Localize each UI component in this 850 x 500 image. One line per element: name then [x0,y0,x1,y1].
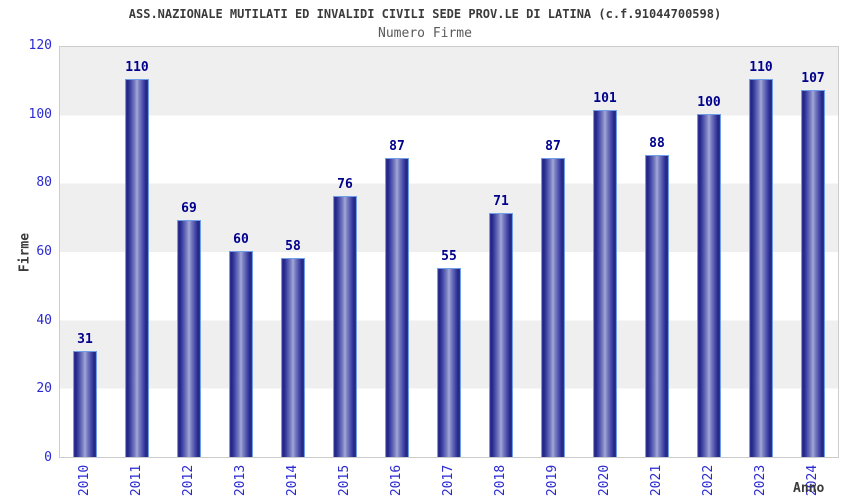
bar-value-label: 100 [697,95,721,110]
bar-value-label: 110 [749,60,773,75]
x-tick-label: 2017 [423,460,475,500]
y-tick-label: 60 [36,244,52,259]
x-tick-text: 2019 [545,464,561,496]
bar-value-label: 55 [441,249,457,264]
x-tick-label: 2015 [319,460,371,500]
x-tick-label: 2012 [163,460,215,500]
y-axis-title: Firme [17,232,33,273]
x-tick-text: 2011 [129,464,145,496]
x-tick-label: 2023 [735,460,787,500]
y-tick-label: 20 [36,381,52,397]
bar-2017 [437,268,461,457]
bar-2016 [385,158,409,457]
x-tick-label: 2019 [527,460,579,500]
x-tick-label: 2010 [59,460,111,500]
bar-2023 [749,79,773,457]
x-tick-label: 2016 [371,460,423,500]
bar-value-label: 87 [545,139,561,154]
bar-2021 [645,155,669,457]
x-tick-text: 2014 [285,464,301,496]
x-tick-label: 2013 [215,460,267,500]
bar-2014 [281,258,305,457]
bar-2013 [229,251,253,457]
bar-value-label: 76 [337,177,353,192]
y-tick-label: 80 [36,175,52,191]
x-tick-text: 2022 [701,464,717,496]
x-tick-text: 2021 [649,464,665,496]
bar-value-label: 110 [125,60,149,75]
bar-value-label: 58 [285,239,301,254]
x-tick-text: 2012 [181,464,197,496]
bar-2015 [333,196,357,457]
bar-2011 [125,79,149,457]
bar-2012 [177,220,201,457]
x-tick-text: 2023 [753,464,769,496]
bar-2018 [489,213,513,457]
x-tick-text: 2017 [441,464,457,496]
x-tick-text: 2018 [493,464,509,496]
bar-value-label: 101 [593,91,617,106]
x-tick-text: 2010 [77,464,93,496]
bar-value-label: 71 [493,194,509,209]
x-axis-title: Anno [793,481,825,496]
x-tick-text: 2016 [389,464,405,496]
bar-value-label: 88 [649,136,665,151]
bar-value-label: 87 [389,139,405,154]
x-tick-text: 2015 [337,464,353,496]
bar-2019 [541,158,565,457]
chart-subtitle: Numero Firme [378,26,472,41]
x-tick-text: 2020 [597,464,613,496]
x-tick-label: 2021 [631,460,683,500]
bar-2024 [801,90,825,457]
bar-value-label: 69 [181,201,197,216]
bar-2010 [73,351,97,457]
bar-value-label: 107 [801,71,825,86]
bar-value-label: 60 [233,232,249,247]
x-tick-label: 2014 [267,460,319,500]
bar-value-label: 31 [77,332,93,347]
y-tick-label: 100 [28,106,52,122]
y-tick-label: 120 [28,38,52,53]
x-tick-label: 2020 [579,460,631,500]
x-tick-label: 2018 [475,460,527,500]
x-tick-label: 2011 [111,460,163,500]
bar-2020 [593,110,617,457]
y-tick-label: 0 [44,450,52,465]
chart-title: ASS.NAZIONALE MUTILATI ED INVALIDI CIVIL… [128,7,722,21]
y-tick-label: 40 [36,312,52,328]
x-tick-label: 2022 [683,460,735,500]
bar-2022 [697,114,721,457]
x-tick-text: 2013 [233,464,249,496]
